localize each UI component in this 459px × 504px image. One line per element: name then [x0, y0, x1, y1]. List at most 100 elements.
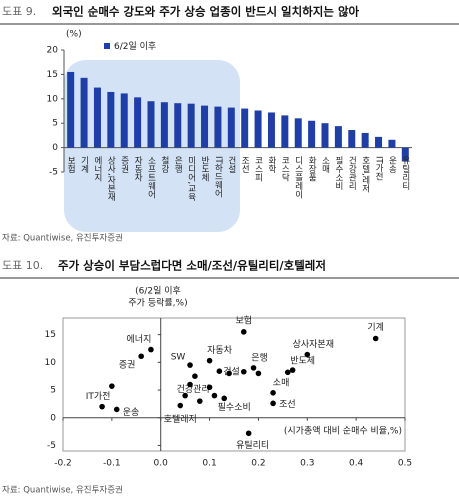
x-tick-label: 0.0 [154, 459, 169, 469]
bar [348, 130, 356, 148]
point-label: 은행 [251, 351, 268, 363]
point [206, 384, 213, 391]
bar [160, 102, 168, 148]
y-unit: (%) [66, 30, 82, 40]
bar [214, 106, 222, 148]
x-tick-label: 기계 [79, 156, 89, 174]
x-tick-label: IT가전 [374, 156, 384, 181]
bar [174, 103, 182, 148]
chart-title: 주가 상승이 부담스럽다면 소매/조선/유틸리티/호텔레저 [58, 259, 326, 273]
point [372, 335, 379, 342]
bar [187, 103, 195, 148]
x-tick-label: 반도체 [200, 155, 210, 182]
x-tick-label: -0.2 [54, 459, 72, 469]
point-label: 조선 [279, 399, 296, 410]
x-tick-label: 소매 [320, 156, 330, 174]
bar [361, 132, 369, 148]
y-tick-label: 5 [52, 119, 58, 129]
point [240, 329, 247, 335]
bar [241, 108, 249, 148]
point [245, 430, 252, 437]
point-label: 운송 [123, 407, 140, 418]
point [177, 402, 184, 409]
bar [227, 107, 235, 148]
bar [201, 105, 209, 148]
bar [334, 126, 342, 148]
point-label: 상사자본재 [293, 339, 334, 350]
x-tick-label: 코스닥 [280, 156, 290, 182]
point-label: 건설 [223, 366, 240, 377]
point [240, 368, 247, 375]
bar [80, 77, 88, 148]
x-tick-label: -0.1 [103, 459, 121, 469]
point [221, 395, 228, 402]
point [206, 357, 213, 364]
chart-title: 외국인 순매수 강도와 주가 상승 업종이 반드시 일치하지는 않아 [52, 5, 360, 19]
y-tick-label: 0 [50, 413, 56, 423]
point-label: 반도체 [290, 356, 315, 367]
x-tick-label: 보험 [66, 156, 76, 173]
y-tick-label: -5 [47, 441, 56, 451]
plot-frame [62, 317, 406, 452]
point-label: 보험 [235, 315, 252, 326]
y-tick-label: 15 [47, 70, 58, 80]
y-tick-label: 10 [45, 358, 57, 368]
point [255, 370, 262, 377]
bar [67, 71, 75, 148]
bar [281, 115, 289, 148]
bar [120, 93, 128, 148]
point [211, 392, 218, 399]
point [182, 392, 188, 399]
point [226, 370, 232, 377]
source: 자료: Quantiwise, 유진투자증권 [2, 485, 123, 496]
legend-swatch [104, 43, 110, 49]
x-tick-label: 미디어,교육 [186, 156, 196, 202]
point-label: 에너지 [127, 334, 152, 345]
x-tick-label: 호텔,레저 [360, 156, 370, 194]
bar [134, 97, 142, 148]
x-tick-label: 화장품 [307, 156, 317, 182]
x-tick-label: 자동차 [133, 156, 143, 182]
figure-number: 도표 9. [2, 5, 36, 18]
point [148, 346, 154, 353]
y-tick-label: 10 [47, 94, 59, 104]
x-tick-label: 0.1 [202, 459, 216, 469]
x-tick-label: 0.5 [398, 459, 412, 469]
figure-number: 도표 10. [2, 259, 43, 272]
x-tick-label: 은행 [173, 156, 183, 173]
point [99, 403, 105, 410]
x-tick-label: 0.3 [300, 459, 314, 469]
point-label: 증권 [119, 359, 136, 371]
x-tick-label: 소프트웨어 [146, 156, 156, 199]
point-label: IT가전 [86, 391, 111, 402]
point [187, 381, 193, 388]
y-tick-label: 5 [50, 386, 56, 396]
bar [321, 123, 329, 148]
x-tick-label: 0.2 [251, 459, 265, 469]
bar [267, 112, 275, 148]
y-tick-label: 0 [52, 143, 58, 153]
point-label: 건강관리 [177, 384, 210, 395]
bar [294, 118, 302, 148]
bar [254, 110, 262, 148]
y-axis-label: (6/2일 이후 [135, 286, 181, 297]
x-tick-label: 필수소비 [333, 155, 343, 191]
x-tick-label: 건설 [226, 155, 236, 173]
y-tick-label: -5 [49, 168, 58, 178]
x-tick-label: 0.4 [349, 459, 364, 469]
x-tick-label: 운송 [387, 156, 397, 173]
point [270, 400, 276, 407]
point [109, 383, 115, 389]
x-tick-label: 코스피 [253, 156, 263, 182]
bar [147, 101, 155, 148]
point-label: 자동차 [207, 344, 233, 356]
point-label: 소매 [273, 377, 290, 388]
point [270, 390, 276, 396]
y-tick-label: 15 [45, 330, 56, 340]
y-axis-label: 주가 등락률,%) [128, 297, 187, 309]
point [138, 353, 144, 360]
bar [388, 139, 396, 148]
x-tick-label: 철강 [159, 155, 169, 173]
point [187, 362, 193, 368]
point [192, 373, 198, 379]
